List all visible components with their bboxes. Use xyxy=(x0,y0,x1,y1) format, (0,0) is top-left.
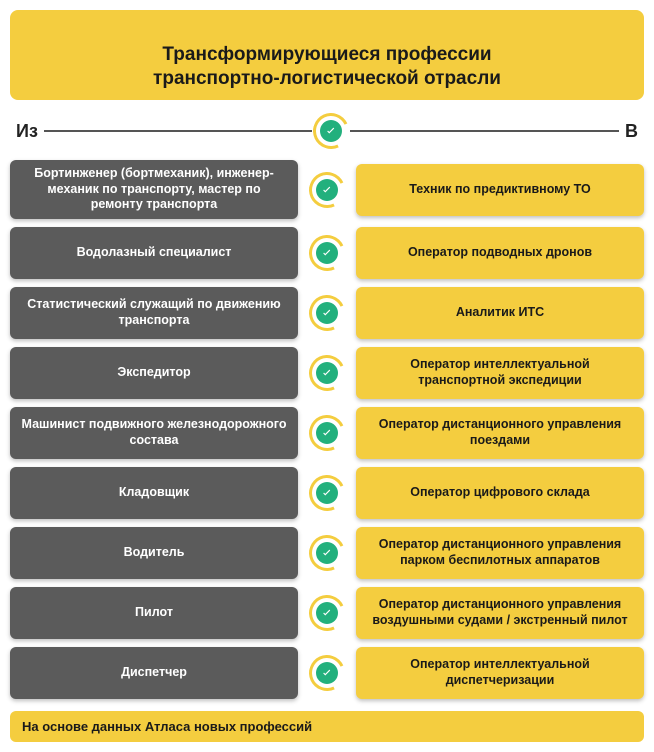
title-bar: Трансформирующиеся профессии транспортно… xyxy=(10,10,644,100)
transform-icon xyxy=(308,234,346,272)
to-text: Техник по предиктивному ТО xyxy=(409,182,590,198)
header-from-label: Из xyxy=(10,121,44,142)
refresh-ring-icon xyxy=(304,530,350,576)
from-text: Пилот xyxy=(135,605,173,621)
transformation-row: Пилот Оператор дистанционного управления … xyxy=(10,587,644,639)
to-cell: Оператор цифрового склада xyxy=(356,467,644,519)
transform-icon xyxy=(308,354,346,392)
from-cell: Пилот xyxy=(10,587,298,639)
to-text: Оператор подводных дронов xyxy=(408,245,592,261)
transform-icon xyxy=(308,474,346,512)
footer-text: На основе данных Атласа новых профессий xyxy=(22,719,312,734)
header-divider-right xyxy=(350,130,619,132)
transform-icon xyxy=(308,654,346,692)
from-cell: Статистический служащий по движению тран… xyxy=(10,287,298,339)
refresh-ring-icon xyxy=(304,350,350,396)
to-cell: Оператор интеллектуальной транспортной э… xyxy=(356,347,644,399)
transformation-row: Бортинженер (бортмеханик), инженер-механ… xyxy=(10,160,644,219)
transformation-row: Кладовщик Оператор цифрового склада xyxy=(10,467,644,519)
refresh-ring-icon xyxy=(304,290,350,336)
header-transform-icon xyxy=(312,112,350,150)
from-text: Водитель xyxy=(124,545,185,561)
refresh-ring-icon xyxy=(304,650,350,696)
from-text: Кладовщик xyxy=(119,485,189,501)
to-cell: Оператор интеллектуальной диспетчеризаци… xyxy=(356,647,644,699)
from-text: Машинист подвижного железнодорожного сос… xyxy=(20,417,288,448)
refresh-ring-icon xyxy=(304,410,350,456)
from-cell: Экспедитор xyxy=(10,347,298,399)
from-cell: Водитель xyxy=(10,527,298,579)
transform-icon xyxy=(308,594,346,632)
to-text: Аналитик ИТС xyxy=(456,305,544,321)
transform-icon xyxy=(308,171,346,209)
from-text: Диспетчер xyxy=(121,665,187,681)
transform-icon xyxy=(308,294,346,332)
from-text: Бортинженер (бортмеханик), инженер-механ… xyxy=(20,166,288,213)
title-text: Трансформирующиеся профессии транспортно… xyxy=(153,44,501,90)
to-text: Оператор интеллектуальной диспетчеризаци… xyxy=(366,657,634,688)
transformation-row: Диспетчер Оператор интеллектуальной диспе… xyxy=(10,647,644,699)
refresh-ring-icon xyxy=(308,108,354,154)
to-cell: Оператор дистанционного управления парко… xyxy=(356,527,644,579)
to-text: Оператор дистанционного управления возду… xyxy=(366,597,634,628)
to-text: Оператор интеллектуальной транспортной э… xyxy=(366,357,634,388)
transform-icon xyxy=(308,414,346,452)
from-cell: Диспетчер xyxy=(10,647,298,699)
footer-bar: На основе данных Атласа новых профессий xyxy=(10,711,644,742)
header-to-label: В xyxy=(619,121,644,142)
to-cell: Оператор дистанционного управления поезд… xyxy=(356,407,644,459)
to-cell: Аналитик ИТС xyxy=(356,287,644,339)
transformation-row: Статистический служащий по движению тран… xyxy=(10,287,644,339)
from-cell: Бортинженер (бортмеханик), инженер-механ… xyxy=(10,160,298,219)
to-text: Оператор дистанционного управления поезд… xyxy=(366,417,634,448)
transformation-row: Машинист подвижного железнодорожного сос… xyxy=(10,407,644,459)
transformation-rows: Бортинженер (бортмеханик), инженер-механ… xyxy=(10,160,644,699)
transform-icon xyxy=(308,534,346,572)
transformation-row: Водитель Оператор дистанционного управлен… xyxy=(10,527,644,579)
header-divider-left xyxy=(44,130,313,132)
refresh-ring-icon xyxy=(304,230,350,276)
to-text: Оператор дистанционного управления парко… xyxy=(366,537,634,568)
column-header-row: Из В xyxy=(10,112,644,150)
to-cell: Оператор подводных дронов xyxy=(356,227,644,279)
to-cell: Оператор дистанционного управления возду… xyxy=(356,587,644,639)
from-text: Водолазный специалист xyxy=(77,245,232,261)
from-cell: Водолазный специалист xyxy=(10,227,298,279)
transformation-row: Водолазный специалист Оператор подводных … xyxy=(10,227,644,279)
refresh-ring-icon xyxy=(304,166,350,212)
from-text: Экспедитор xyxy=(117,365,190,381)
refresh-ring-icon xyxy=(304,590,350,636)
transformation-row: Экспедитор Оператор интеллектуальной тран… xyxy=(10,347,644,399)
to-text: Оператор цифрового склада xyxy=(410,485,590,501)
from-cell: Машинист подвижного железнодорожного сос… xyxy=(10,407,298,459)
to-cell: Техник по предиктивному ТО xyxy=(356,164,644,216)
from-cell: Кладовщик xyxy=(10,467,298,519)
from-text: Статистический служащий по движению тран… xyxy=(20,297,288,328)
refresh-ring-icon xyxy=(304,470,350,516)
